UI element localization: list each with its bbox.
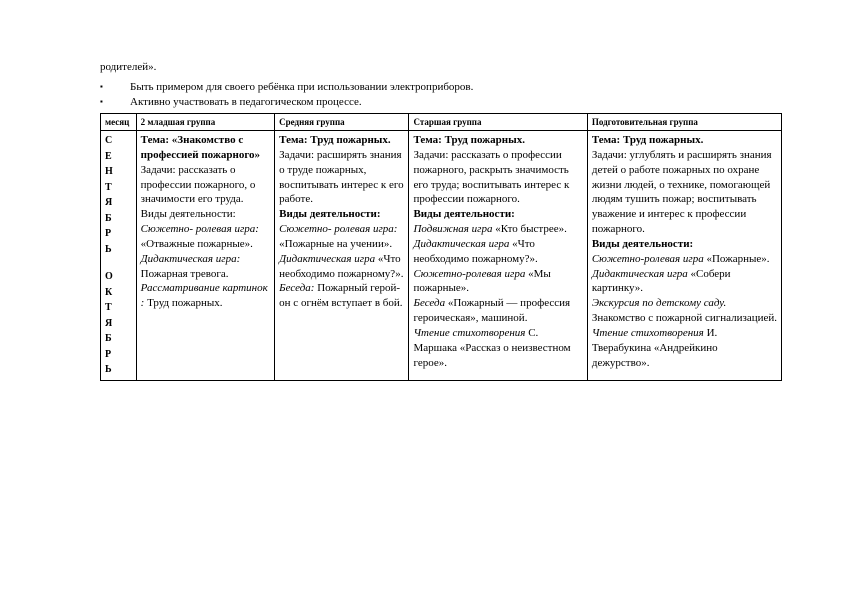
g1-act-value: Пожарная тревога. xyxy=(141,268,229,280)
g4-act-label: Экскурсия по детскому саду. xyxy=(592,297,726,309)
g1-theme: Тема: «Знакомство с профессией пожарного… xyxy=(141,134,260,161)
g1-act-label: Дидактическая игра: xyxy=(141,253,241,265)
month-letter: Р xyxy=(105,226,132,242)
g4-act-label: Чтение стихотворения xyxy=(592,327,704,339)
g2-act-label: Беседа: xyxy=(279,282,314,294)
month-letter: Ь xyxy=(105,362,132,378)
month-letter: Т xyxy=(105,300,132,316)
g2-theme: Тема: Труд пожарных. xyxy=(279,134,390,146)
cell-group4: Тема: Труд пожарных. Задачи: углублять и… xyxy=(587,131,781,381)
g3-theme: Тема: Труд пожарных. xyxy=(413,134,524,146)
g4-act-label: Дидактическая игра xyxy=(592,268,688,280)
g2-act-label: Сюжетно- ролевая игра: xyxy=(279,223,397,235)
bullet-list: Быть примером для своего ребёнка при исп… xyxy=(100,80,782,109)
g4-act-label: Сюжетно-ролевая игра xyxy=(592,253,704,265)
month-letter: Я xyxy=(105,316,132,332)
g4-act-value: «Пожарные». xyxy=(704,253,770,265)
g4-act-value: Знакомство с пожарной сигнализацией. xyxy=(592,312,777,324)
month-letter: Ь xyxy=(105,242,132,258)
month-letter: К xyxy=(105,285,132,301)
month-letter: Н xyxy=(105,164,132,180)
g3-act-label: Дидактическая игра xyxy=(413,238,509,250)
g2-activities-label: Виды деятельности: xyxy=(279,208,380,220)
g4-activities-label: Виды деятельности: xyxy=(592,238,693,250)
cell-group3: Тема: Труд пожарных. Задачи: рассказать … xyxy=(409,131,587,381)
month-letter: Т xyxy=(105,180,132,196)
g2-act-label: Дидактическая игра xyxy=(279,253,375,265)
g3-activities-label: Виды деятельности: xyxy=(413,208,514,220)
header-month: месяц xyxy=(101,113,137,130)
header-group2: Средняя группа xyxy=(275,113,409,130)
month-letter: С xyxy=(105,133,132,149)
table-row: С Е Н Т Я Б Р Ь О К Т Я Б Р Ь Тема: «Зна… xyxy=(101,131,782,381)
g3-act-label: Беседа xyxy=(413,297,445,309)
intro-trailing-text: родителей». xyxy=(100,60,782,74)
g3-tasks: Задачи: рассказать о профессии пожарного… xyxy=(413,149,569,206)
g2-tasks: Задачи: расширять знания о труде пожарны… xyxy=(279,149,403,206)
month-letter: Я xyxy=(105,195,132,211)
month-letter: Е xyxy=(105,149,132,165)
header-group4: Подготовительная группа xyxy=(587,113,781,130)
cell-group1: Тема: «Знакомство с профессией пожарного… xyxy=(136,131,275,381)
bullet-item: Активно участвовать в педагогическом про… xyxy=(100,95,782,109)
g3-act-value: «Кто быстрее». xyxy=(492,223,566,235)
table-header-row: месяц 2 младшая группа Средняя группа Ст… xyxy=(101,113,782,130)
g1-act-label: Сюжетно- ролевая игра: xyxy=(141,223,259,235)
g4-theme: Тема: Труд пожарных. xyxy=(592,134,703,146)
month-letter: Б xyxy=(105,331,132,347)
g1-tasks: Задачи: рассказать о профессии пожарного… xyxy=(141,164,256,206)
g1-activities-label: Виды деятельности: xyxy=(141,208,236,220)
curriculum-table: месяц 2 младшая группа Средняя группа Ст… xyxy=(100,113,782,381)
month-letter: Б xyxy=(105,211,132,227)
g1-act-value: «Отважные пожарные». xyxy=(141,238,253,250)
g3-act-label: Подвижная игра xyxy=(413,223,492,235)
bullet-item: Быть примером для своего ребёнка при исп… xyxy=(100,80,782,94)
g1-act-value: Труд пожарных. xyxy=(144,297,222,309)
month-letter: Р xyxy=(105,347,132,363)
g3-act-label: Сюжетно-ролевая игра xyxy=(413,268,525,280)
month-letter: О xyxy=(105,269,132,285)
cell-group2: Тема: Труд пожарных. Задачи: расширять з… xyxy=(275,131,409,381)
g3-act-label: Чтение стихотворения xyxy=(413,327,525,339)
g2-act-value: «Пожарные на учении». xyxy=(279,238,392,250)
header-group1: 2 младшая группа xyxy=(136,113,275,130)
month-cell: С Е Н Т Я Б Р Ь О К Т Я Б Р Ь xyxy=(101,131,137,381)
header-group3: Старшая группа xyxy=(409,113,587,130)
g4-tasks: Задачи: углублять и расширять знания дет… xyxy=(592,149,772,235)
